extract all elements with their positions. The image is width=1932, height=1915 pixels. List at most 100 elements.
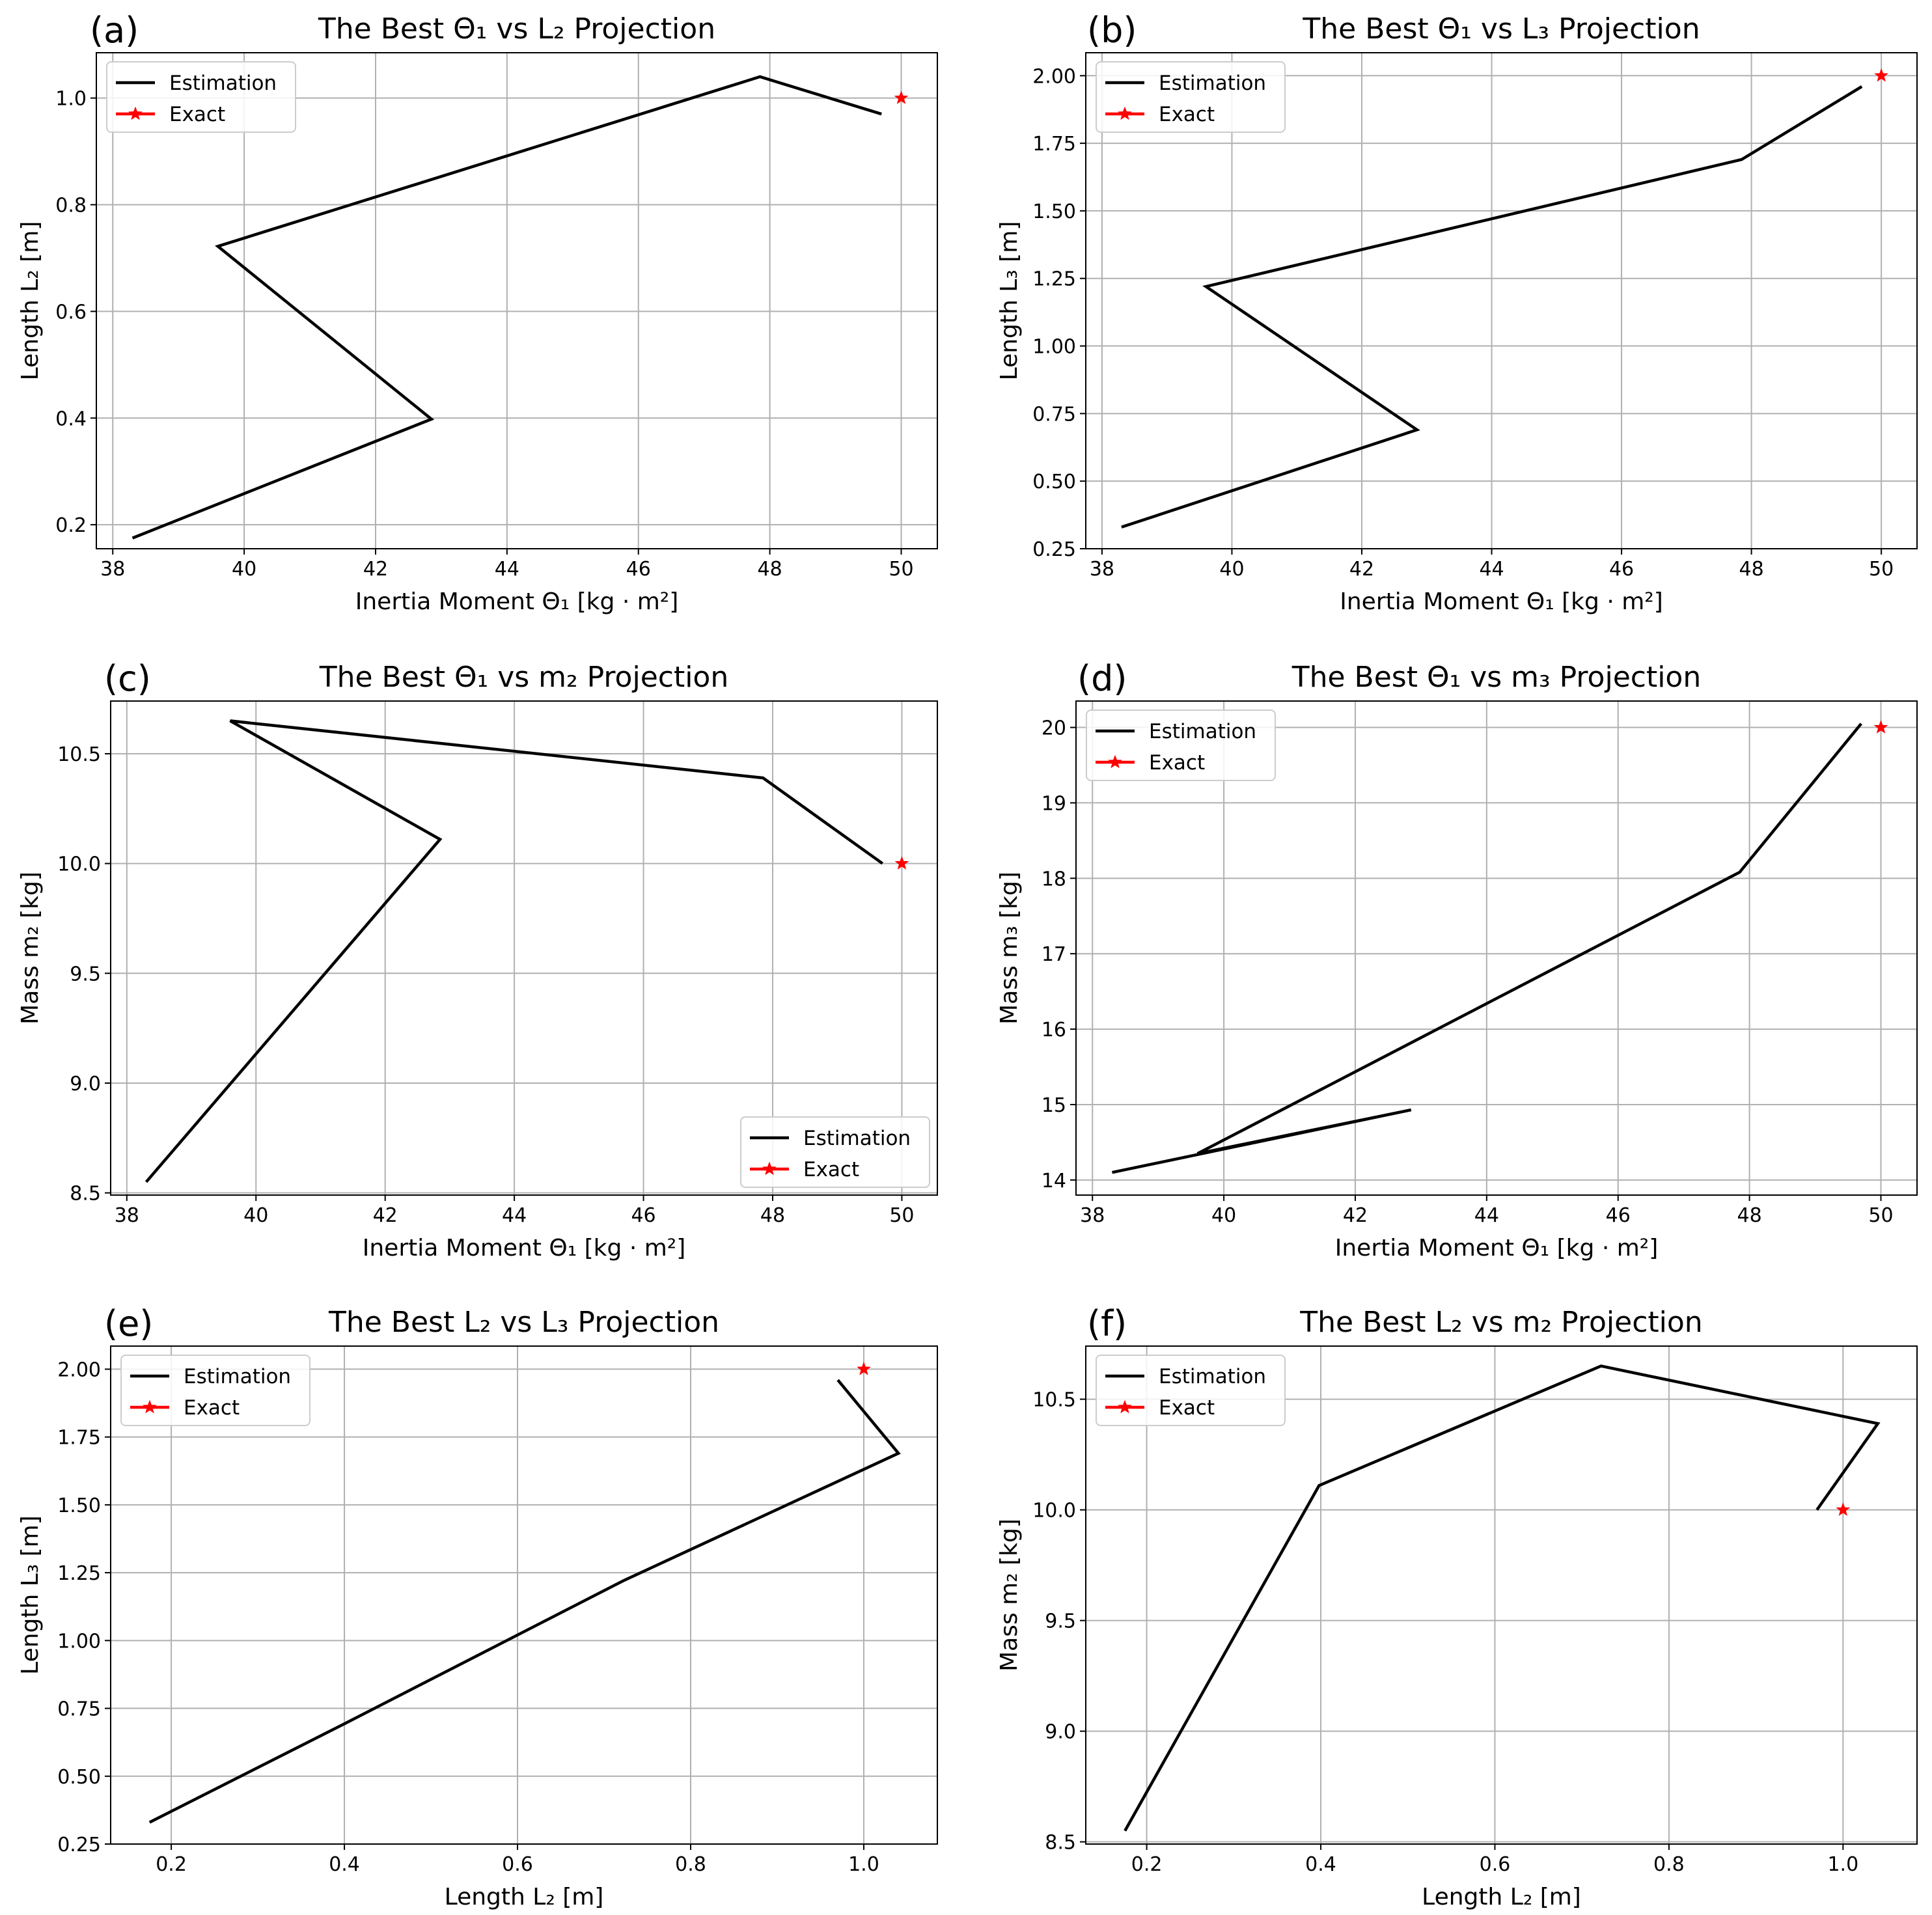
panel-label: (e)	[104, 1303, 153, 1344]
x-tick-label: 38	[100, 558, 125, 581]
exact-marker	[857, 1361, 871, 1375]
y-tick-label: 10.0	[57, 853, 101, 876]
y-tick-label: 0.75	[1032, 403, 1076, 426]
chart-panel: 38 40 42 44 46 48 50 0.25 0.50 0.75 1.00 1.25 1.50 1.…	[996, 10, 1918, 615]
exact-marker	[1873, 720, 1888, 734]
y-tick-label: 0.8	[55, 195, 87, 217]
exact-marker	[1836, 1502, 1851, 1516]
y-tick-label: 0.4	[55, 407, 87, 430]
legend-star-icon	[1108, 754, 1122, 769]
legend: Estimation Exact	[1086, 710, 1276, 781]
legend-label: Exact	[169, 103, 225, 126]
y-tick-label: 0.75	[57, 1698, 101, 1721]
x-tick-label: 0.8	[675, 1853, 706, 1876]
y-axis-label: Length L₂ [m]	[17, 221, 44, 381]
y-tick-label: 9.5	[70, 963, 101, 985]
estimation-line	[1124, 1364, 1881, 1832]
legend-star-icon	[1118, 1399, 1132, 1414]
x-tick-label: 0.4	[329, 1853, 360, 1876]
x-axis-label: Inertia Moment Θ₁ [kg · m²]	[1335, 1235, 1659, 1261]
legend-star-icon	[128, 106, 143, 120]
x-tick-label: 50	[1868, 1204, 1893, 1227]
y-tick-label: 1.50	[1032, 200, 1076, 223]
x-tick-label: 40	[232, 558, 256, 581]
y-tick-label: 1.0	[55, 88, 87, 111]
y-tick-label: 15	[1042, 1094, 1066, 1117]
estimation-line	[1112, 723, 1862, 1174]
x-tick-label: 44	[1474, 1204, 1499, 1227]
estimation-line	[145, 719, 884, 1183]
chart-panel: 38 40 42 44 46 48 50 8.5 9.0 9.5 10.0 10.5 Inertia M…	[17, 658, 938, 1261]
legend-label: Exact	[184, 1396, 240, 1420]
x-tick-label: 40	[243, 1204, 268, 1227]
y-axis-label: Length L₃ [m]	[996, 221, 1023, 381]
estimation-line	[131, 75, 882, 540]
panel-label: (c)	[104, 658, 151, 699]
x-tick-label: 44	[1479, 558, 1504, 581]
x-tick-label: 38	[115, 1204, 139, 1227]
legend-star-icon	[143, 1399, 157, 1414]
legend-label: Estimation	[184, 1365, 291, 1388]
legend: Estimation Exact	[120, 1355, 310, 1426]
x-tick-label: 50	[889, 1204, 914, 1227]
y-tick-label: 1.25	[1032, 268, 1076, 291]
legend-label: Exact	[1159, 103, 1215, 126]
y-axis-label: Mass m₃ [kg]	[996, 872, 1023, 1025]
y-tick-label: 1.00	[57, 1630, 101, 1653]
x-tick-label: 0.6	[502, 1853, 533, 1876]
axes-frame	[1085, 1345, 1918, 1845]
x-tick-label: 38	[1080, 1204, 1105, 1227]
legend-label: Estimation	[1159, 72, 1266, 95]
axes-frame	[1075, 700, 1918, 1196]
x-axis-label: Inertia Moment Θ₁ [kg · m²]	[363, 1235, 686, 1261]
x-tick-label: 0.4	[1305, 1853, 1336, 1876]
x-axis-label: Inertia Moment Θ₁ [kg · m²]	[355, 588, 679, 615]
x-tick-label: 42	[1343, 1204, 1368, 1227]
x-tick-label: 44	[495, 558, 519, 581]
x-tick-label: 46	[1609, 558, 1634, 581]
legend-label: Exact	[803, 1158, 859, 1181]
x-tick-label: 50	[1869, 558, 1894, 581]
x-axis-label: Length L₂ [m]	[1422, 1884, 1581, 1910]
x-tick-label: 0.8	[1653, 1853, 1685, 1876]
x-tick-label: 1.0	[848, 1853, 879, 1876]
y-tick-label: 0.25	[57, 1834, 101, 1856]
chart-panel: 38 40 42 44 46 48 50 0.2 0.4 0.6 0.8 1.0 Inertia Mom…	[17, 10, 938, 615]
x-tick-label: 40	[1211, 1204, 1236, 1227]
x-tick-label: 46	[1606, 1204, 1631, 1227]
panel-label: (f)	[1087, 1303, 1127, 1344]
panel-label: (a)	[90, 10, 139, 51]
axes-frame	[1085, 52, 1918, 549]
chart-panel: 0.2 0.4 0.6 0.8 1.0 0.25 0.50 0.75 1.00 1.25 1.50 1…	[17, 1303, 938, 1910]
x-tick-label: 48	[760, 1204, 785, 1227]
axes-frame	[96, 52, 938, 549]
legend: Estimation Exact	[1096, 1355, 1286, 1426]
y-tick-label: 20	[1042, 717, 1066, 740]
chart-title: The Best L₂ vs L₃ Projection	[328, 1306, 719, 1339]
y-tick-label: 1.25	[57, 1562, 101, 1585]
y-tick-label: 1.75	[57, 1427, 101, 1450]
y-tick-label: 9.5	[1045, 1610, 1076, 1633]
exact-marker	[894, 856, 909, 870]
x-tick-label: 46	[626, 558, 651, 581]
legend-label: Exact	[1149, 751, 1205, 775]
y-tick-label: 2.00	[1032, 65, 1076, 88]
y-axis-label: Mass m₂ [kg]	[17, 872, 44, 1025]
y-tick-label: 0.25	[1032, 538, 1076, 561]
y-tick-label: 0.2	[55, 514, 87, 537]
y-tick-label: 1.00	[1032, 336, 1076, 359]
y-tick-label: 1.50	[57, 1495, 101, 1517]
exact-marker	[894, 90, 909, 104]
legend-label: Estimation	[169, 72, 277, 95]
y-tick-label: 10.0	[1032, 1500, 1076, 1522]
y-tick-label: 18	[1042, 868, 1066, 890]
estimation-line	[1121, 85, 1863, 529]
x-tick-label: 0.2	[1131, 1853, 1163, 1876]
y-axis-label: Mass m₂ [kg]	[996, 1519, 1023, 1672]
chart-panel: 38 40 42 44 46 48 50 14 15 16 17 18 19 20 Inertia Mome…	[996, 658, 1918, 1261]
y-tick-label: 10.5	[1032, 1389, 1076, 1412]
legend-label: Estimation	[1159, 1365, 1266, 1388]
y-tick-label: 9.0	[1045, 1721, 1076, 1744]
axes-frame	[110, 700, 938, 1196]
x-tick-label: 0.6	[1480, 1853, 1511, 1876]
